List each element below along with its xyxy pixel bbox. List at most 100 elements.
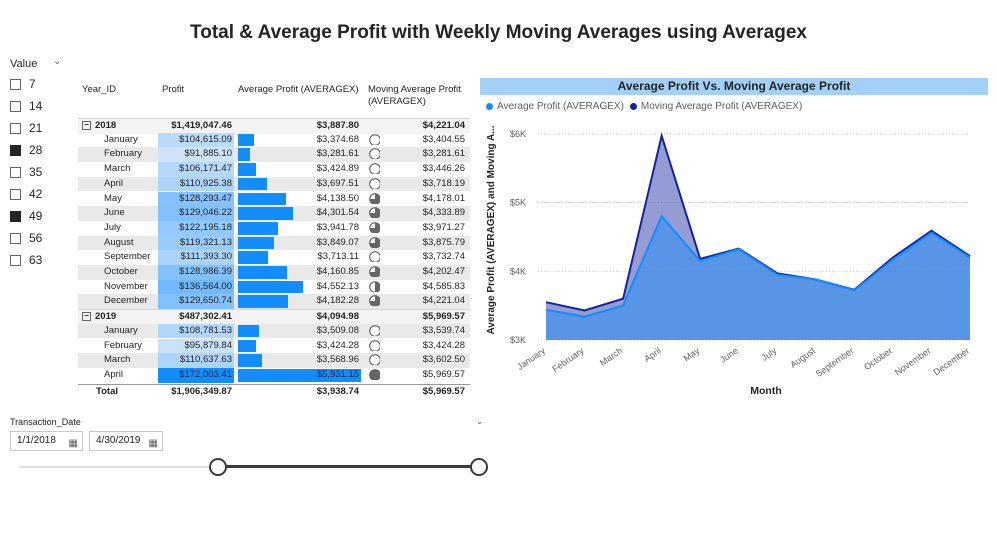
calendar-icon[interactable]: ▦ xyxy=(148,438,158,449)
row-label: 2019 xyxy=(95,311,117,323)
matrix-month-row[interactable]: May $128,293.47 $4,138.50 $4,178.01 xyxy=(78,191,470,207)
moving-average-value: $5,969.57 xyxy=(422,311,465,323)
kpi-indicator-icon xyxy=(369,133,380,145)
y-tick-label: $4K xyxy=(510,266,526,276)
matrix-month-row[interactable]: January $104,615.09 $3,374.68 $3,404.55 xyxy=(78,132,470,148)
average-profit-value: $3,887.80 xyxy=(316,120,359,131)
profit-value: $104,615.09 xyxy=(179,133,232,145)
start-date-value: 1/1/2018 xyxy=(17,435,56,446)
average-profit-bar xyxy=(238,354,262,367)
matrix-month-row[interactable]: April $110,925.38 $3,697.51 $3,718.19 xyxy=(78,176,470,192)
moving-average-value: $4,178.01 xyxy=(422,192,465,204)
profit-value: $122,195.18 xyxy=(179,221,232,233)
collapse-icon[interactable]: − xyxy=(82,312,91,322)
slider-start-handle[interactable] xyxy=(209,458,227,476)
profit-heat-cell xyxy=(158,265,234,280)
average-profit-bar xyxy=(238,207,293,220)
matrix-month-row[interactable]: December $129,650.74 $4,182.28 $4,221.04 xyxy=(78,294,470,310)
matrix-month-row[interactable]: February $91,885.10 $3,281.61 $3,281.61 xyxy=(78,147,470,163)
slicer-checkbox[interactable] xyxy=(10,188,21,200)
profit-value: $487,302.41 xyxy=(179,311,232,323)
slicer-checkbox[interactable] xyxy=(10,78,21,90)
slicer-item[interactable]: 7 xyxy=(10,76,36,92)
slicer-item[interactable]: 14 xyxy=(10,98,42,114)
average-profit-bar xyxy=(238,339,256,353)
matrix-month-row[interactable]: July $122,195.18 $3,941.78 $3,971.27 xyxy=(78,220,470,236)
average-profit-value: $3,568.96 xyxy=(316,354,359,366)
kpi-indicator-icon xyxy=(369,354,380,366)
average-profit-value: $3,941.78 xyxy=(316,221,359,233)
matrix-month-row[interactable]: April $172,003.41 $5,931.15 $5,969.57 xyxy=(78,367,470,383)
slider-end-handle[interactable] xyxy=(470,458,488,476)
chevron-down-icon[interactable]: ⌄ xyxy=(53,56,62,67)
row-label: February xyxy=(104,339,143,351)
y-tick-label: $3K xyxy=(510,335,526,345)
chevron-down-icon[interactable]: ⌄ xyxy=(476,416,484,426)
calendar-icon[interactable]: ▦ xyxy=(68,438,78,449)
slicer-item[interactable]: 21 xyxy=(10,120,42,136)
profit-heat-cell xyxy=(158,294,234,310)
profit-value: $111,393.30 xyxy=(180,251,232,263)
collapse-icon[interactable]: − xyxy=(82,120,91,130)
legend-label-moving[interactable]: Moving Average Profit (AVERAGEX) xyxy=(640,101,803,112)
slicer-item-label: 35 xyxy=(29,165,43,179)
slicer-checkbox[interactable] xyxy=(10,232,21,244)
profit-heat-cell xyxy=(158,220,234,236)
matrix-year-row[interactable]: −2019 $487,302.41 $4,094.98 $5,969.57 xyxy=(78,309,470,325)
x-tick-label: April xyxy=(642,345,662,364)
matrix-month-row[interactable]: November $136,564.00 $4,552.13 $4,585.83 xyxy=(78,279,470,295)
profit-heat-cell xyxy=(158,367,234,383)
slicer-item[interactable]: 63 xyxy=(10,252,42,268)
slicer-checkbox[interactable] xyxy=(10,210,21,222)
average-profit-bar xyxy=(238,177,268,191)
legend-marker-average xyxy=(486,103,493,110)
matrix-month-row[interactable]: October $128,986.39 $4,160.85 $4,202.47 xyxy=(78,265,470,280)
average-profit-value: $3,424.28 xyxy=(316,339,359,351)
x-tick-label: September xyxy=(814,345,856,378)
average-profit-bar xyxy=(238,266,287,279)
slicer-item[interactable]: 42 xyxy=(10,186,42,202)
chart-title: Average Profit Vs. Moving Average Profit xyxy=(480,78,988,95)
row-label: 2018 xyxy=(95,120,117,131)
profit-heat-cell xyxy=(158,132,234,148)
row-label: February xyxy=(104,148,143,160)
total-label: Total xyxy=(96,385,118,397)
kpi-indicator-icon xyxy=(369,369,380,380)
average-profit-bar xyxy=(238,368,361,382)
matrix-month-row[interactable]: January $108,781.53 $3,509.08 $3,539.74 xyxy=(78,323,470,339)
header-profit[interactable]: Profit xyxy=(162,84,185,95)
matrix-year-row[interactable]: −2018 $1,419,047.46 $3,887.80 $4,221.04 xyxy=(78,118,470,134)
header-moving-average-profit[interactable]: Moving Average Profit (AVERAGEX) xyxy=(368,84,461,107)
page-title: Total & Average Profit with Weekly Movin… xyxy=(190,22,807,43)
matrix-total-row: Total $1,906,349.87 $3,938.74 $5,969.57 xyxy=(78,383,470,400)
slicer-item[interactable]: 28 xyxy=(10,142,42,158)
slicer-item-label: 56 xyxy=(29,231,43,245)
slicer-checkbox[interactable] xyxy=(10,100,21,112)
matrix-month-row[interactable]: August $119,321.13 $3,849.07 $3,875.79 xyxy=(78,235,470,251)
end-date-value: 4/30/2019 xyxy=(96,435,141,446)
slicer-checkbox[interactable] xyxy=(10,254,21,266)
average-profit-value: $3,713.11 xyxy=(317,251,359,263)
profit-heat-cell xyxy=(158,162,234,177)
matrix-month-row[interactable]: June $129,046.22 $4,301.54 $4,333.89 xyxy=(78,206,470,221)
end-date-input[interactable]: 4/30/2019 ▦ xyxy=(89,431,163,451)
slicer-item[interactable]: 35 xyxy=(10,164,42,180)
matrix-month-row[interactable]: March $110,637.63 $3,568.96 $3,602.50 xyxy=(78,353,470,368)
moving-average-area xyxy=(546,135,970,340)
slicer-checkbox[interactable] xyxy=(10,144,21,156)
slicer-checkbox[interactable] xyxy=(10,122,21,134)
header-year-id[interactable]: Year_ID xyxy=(82,84,116,95)
slicer-item[interactable]: 49 xyxy=(10,208,42,224)
moving-average-value: $4,333.89 xyxy=(422,207,465,219)
profit-heat-cell xyxy=(158,147,234,163)
slicer-item[interactable]: 56 xyxy=(10,230,42,246)
profit-value: $129,650.74 xyxy=(179,295,232,307)
matrix-month-row[interactable]: September $111,393.30 $3,713.11 $3,732.74 xyxy=(78,250,470,265)
slicer-checkbox[interactable] xyxy=(10,166,21,178)
legend-label-average[interactable]: Average Profit (AVERAGEX) xyxy=(497,101,624,112)
matrix-month-row[interactable]: March $106,171.47 $3,424.89 $3,446.26 xyxy=(78,162,470,177)
x-tick-label: December xyxy=(931,345,971,377)
start-date-input[interactable]: 1/1/2018 ▦ xyxy=(10,431,83,451)
header-average-profit[interactable]: Average Profit (AVERAGEX) xyxy=(238,84,359,95)
matrix-month-row[interactable]: February $95,879.84 $3,424.28 $3,424.28 xyxy=(78,338,470,354)
